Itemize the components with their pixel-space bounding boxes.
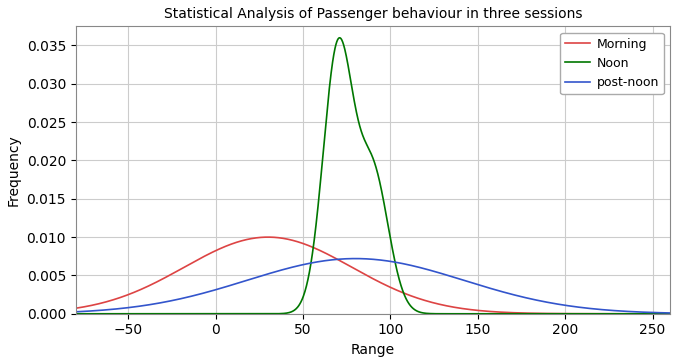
Noon [361,139,369,143]
Line: post-noon: post-noon [76,258,670,313]
Line: Noon: Noon [76,38,670,314]
Morning [102,300,110,304]
Morning [649,312,657,316]
Noon [540,312,548,316]
Morning [72,306,80,310]
post-noon [102,308,110,312]
Morning [345,264,353,268]
Noon [649,312,657,316]
post-noon [649,310,657,315]
Noon [102,312,110,316]
post-noon [649,310,657,315]
Legend: Morning, Noon, post-noon: Morning, Noon, post-noon [560,32,664,94]
Title: Statistical Analysis of Passenger behaviour in three sessions: Statistical Analysis of Passenger behavi… [164,7,582,21]
Noon [666,312,674,316]
Noon [72,312,80,316]
Morning [649,312,657,316]
Noon [336,36,344,40]
Morning [361,272,369,277]
Morning [666,312,674,316]
Noon [649,312,657,316]
Noon [345,70,353,74]
X-axis label: Range: Range [351,343,395,357]
post-noon [666,311,674,315]
post-noon [72,310,80,314]
Y-axis label: Frequency: Frequency [7,134,21,206]
post-noon [540,300,548,304]
Morning [264,235,272,239]
Line: Morning: Morning [76,237,670,314]
Morning [540,311,548,316]
post-noon [351,256,359,261]
post-noon [361,257,369,261]
post-noon [345,257,353,261]
